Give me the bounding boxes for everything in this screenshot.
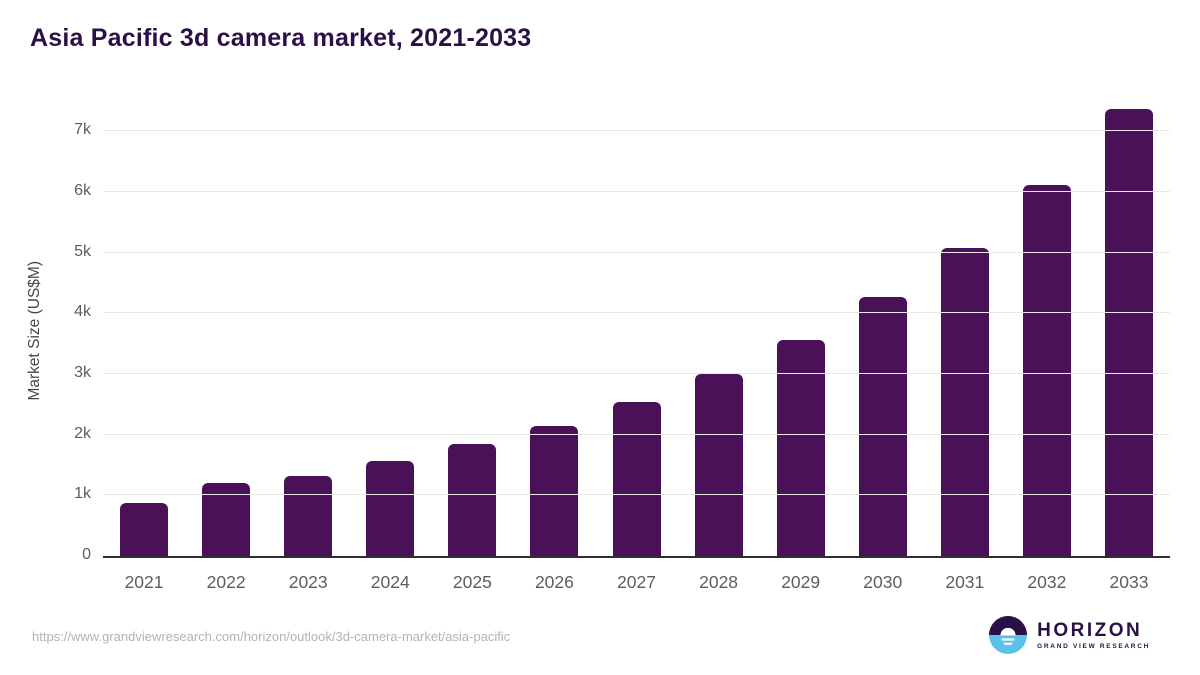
bar-2033 (1104, 108, 1153, 556)
chart-title: Asia Pacific 3d camera market, 2021-2033 (30, 24, 532, 52)
logo-name: HORIZON (1037, 619, 1143, 641)
bar-cell-2029 (760, 103, 842, 556)
source-url: https://www.grandviewresearch.com/horizo… (32, 629, 511, 644)
bar-cell-2030 (842, 103, 924, 556)
bar-cell-2032 (1006, 103, 1088, 556)
bar-2029 (776, 339, 825, 556)
horizon-logo-text: HORIZON GRAND VIEW RESEARCH (1037, 619, 1150, 650)
y-tick-label-2k: 2k (74, 424, 91, 442)
logo-subtitle: GRAND VIEW RESEARCH (1037, 642, 1150, 650)
gridline-7k (103, 130, 1170, 132)
bar-2023 (284, 475, 333, 556)
x-tick-label-2025: 2025 (452, 572, 492, 592)
plot-area: 0 1k 2k 3k 4k 5k 6k 7k (74, 103, 1170, 563)
x-tick-label-2022: 2022 (206, 572, 246, 592)
bar-cell-2025 (431, 103, 513, 556)
bar-2027 (612, 401, 661, 556)
bar-cell-2023 (267, 103, 349, 556)
x-tick-label-2028: 2028 (699, 572, 739, 592)
bar-2021 (120, 503, 169, 556)
bar-cell-2026 (513, 103, 595, 556)
horizon-sun-icon (989, 616, 1028, 654)
bar-2030 (858, 297, 907, 556)
gridline-1k (103, 494, 1170, 496)
bar-cell-2031 (924, 103, 1006, 556)
x-tick-label-2032: 2032 (1027, 572, 1067, 592)
y-tick-label-7k: 7k (74, 121, 91, 139)
gridline-3k (103, 373, 1170, 374)
bar-2025 (448, 444, 497, 556)
y-tick-label-0: 0 (82, 546, 91, 563)
bar-cell-2027 (595, 103, 677, 556)
horizon-logo: HORIZON GRAND VIEW RESEARCH (989, 616, 1150, 654)
y-tick-label-4k: 4k (74, 303, 91, 321)
bar-2026 (530, 425, 579, 556)
bar-cell-2024 (349, 103, 431, 556)
y-tick-label-1k: 1k (74, 485, 91, 503)
bar-2031 (940, 247, 989, 556)
bar-2028 (694, 374, 743, 556)
gridline-2k (103, 433, 1170, 435)
bar-cell-2021 (103, 103, 185, 556)
y-tick-label-6k: 6k (74, 182, 91, 199)
x-axis-labels: 2021 2022 2023 2024 2025 2026 2027 2028 2029 2030… (103, 564, 1170, 593)
gridline-6k (103, 191, 1170, 192)
y-tick-label-5k: 5k (74, 242, 91, 260)
x-tick-label-2030: 2030 (863, 572, 903, 592)
gridline-5k (103, 251, 1170, 253)
x-tick-label-2027: 2027 (617, 572, 656, 592)
x-tick-label-2031: 2031 (945, 572, 985, 592)
x-tick-label-2021: 2021 (124, 572, 164, 592)
bar-2024 (366, 460, 415, 556)
x-tick-label-2024: 2024 (370, 572, 410, 592)
y-tick-label-3k: 3k (74, 364, 91, 381)
bar-cell-2022 (185, 103, 267, 556)
x-tick-label-2023: 2023 (288, 572, 328, 592)
bar-cell-2028 (678, 103, 760, 556)
gridline-4k (103, 312, 1170, 314)
bar-2032 (1022, 185, 1071, 556)
x-tick-label-2029: 2029 (781, 572, 821, 592)
bar-cell-2033 (1088, 103, 1170, 556)
bar-series (103, 103, 1170, 556)
x-tick-label-2033: 2033 (1109, 572, 1149, 592)
x-tick-label-2026: 2026 (534, 572, 574, 592)
